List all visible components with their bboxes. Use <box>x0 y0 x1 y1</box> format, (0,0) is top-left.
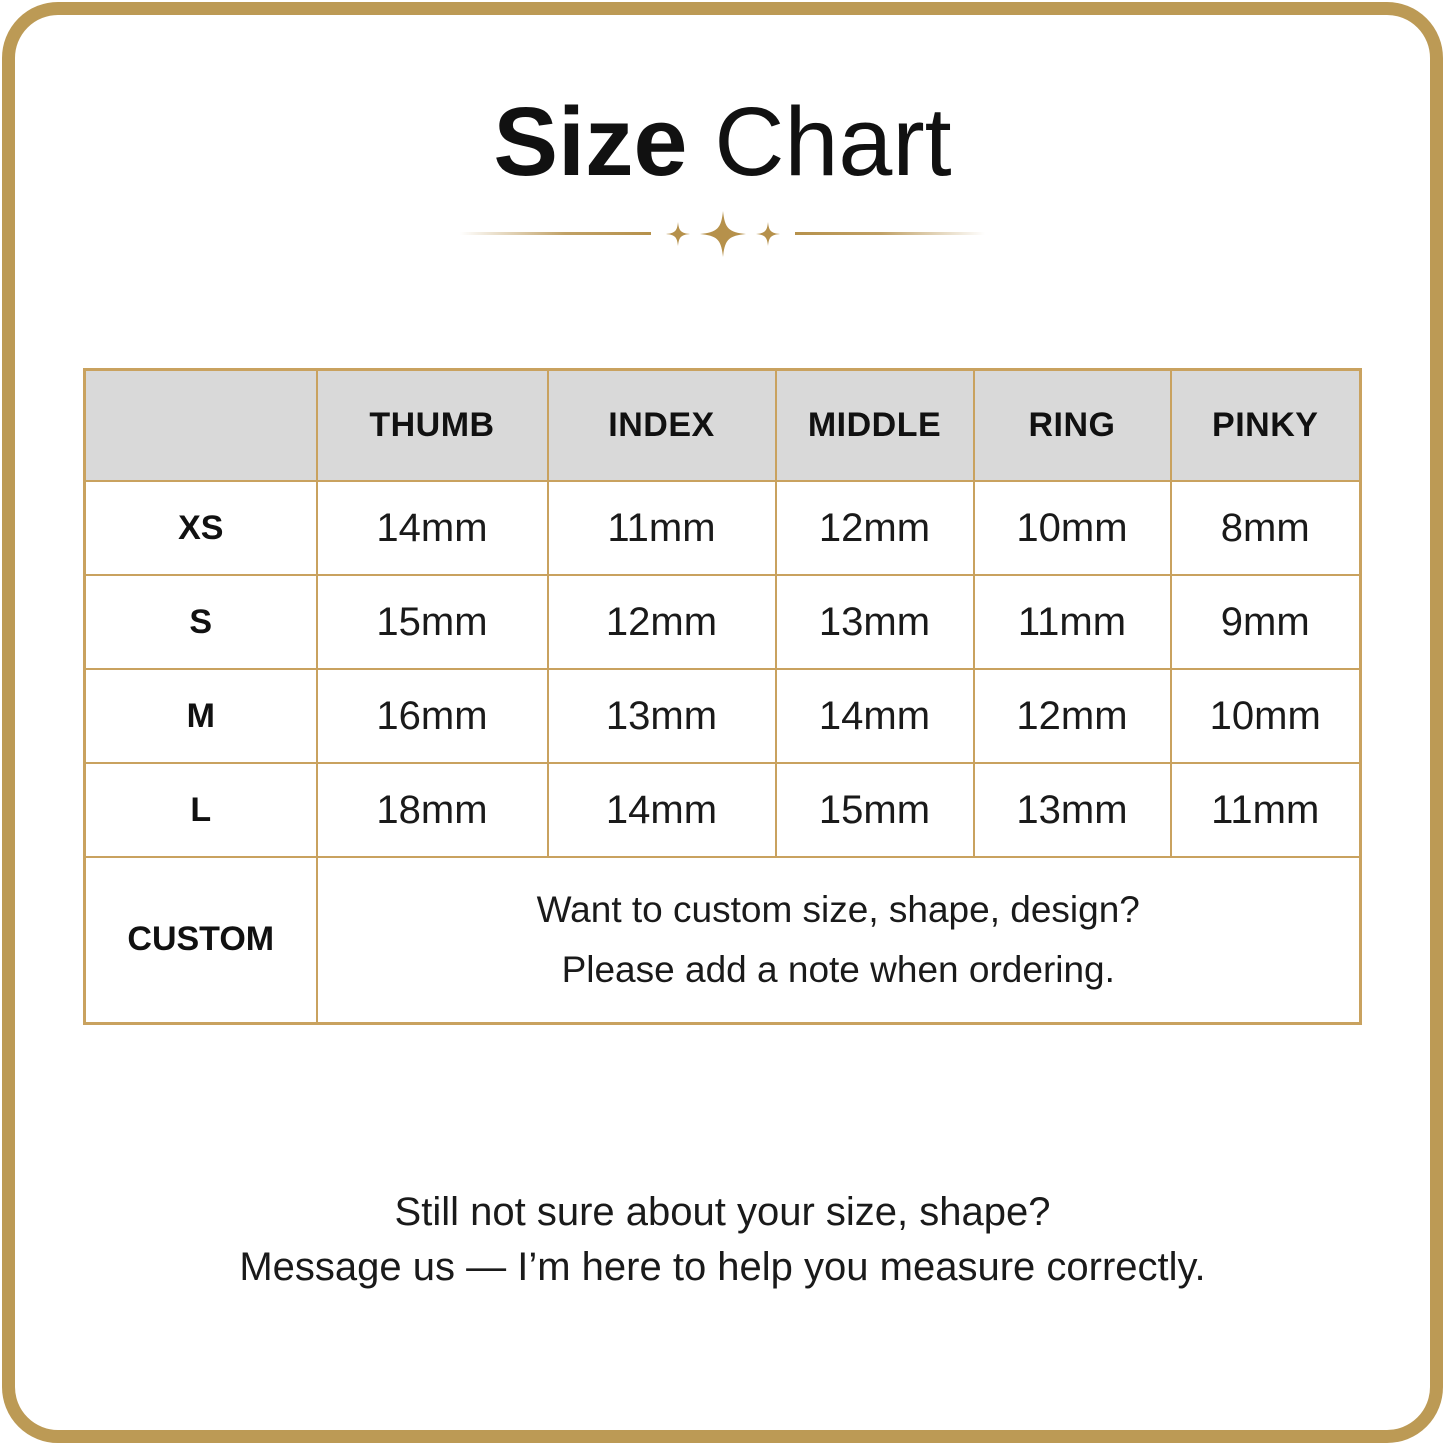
table-header-row: THUMB INDEX MIDDLE RING PINKY <box>83 368 1362 483</box>
cell-l-index: 14mm <box>546 762 777 859</box>
custom-note-line1: Want to custom size, shape, design? <box>536 888 1140 930</box>
custom-note-line2: Please add a note when ordering. <box>561 948 1115 990</box>
cell-s-pinky: 9mm <box>1169 574 1362 671</box>
sparkle-icon-large <box>699 210 746 257</box>
table-corner-cell <box>83 368 318 483</box>
column-header-index: INDEX <box>546 368 777 483</box>
row-label-custom: CUSTOM <box>83 856 318 1025</box>
table-row-l: L 18mm 14mm 15mm 13mm 11mm <box>83 762 1362 859</box>
cell-m-index: 13mm <box>546 668 777 765</box>
row-label-m: M <box>83 668 318 765</box>
divider-line-left <box>460 232 651 236</box>
column-header-pinky: PINKY <box>1169 368 1362 483</box>
column-header-thumb: THUMB <box>315 368 549 483</box>
cell-s-middle: 13mm <box>774 574 975 671</box>
cell-l-ring: 13mm <box>972 762 1172 859</box>
cell-s-index: 12mm <box>546 574 777 671</box>
cell-xs-thumb: 14mm <box>315 480 549 577</box>
cell-xs-index: 11mm <box>546 480 777 577</box>
cell-l-thumb: 18mm <box>315 762 549 859</box>
column-header-middle: MIDDLE <box>774 368 975 483</box>
page-title: Size Chart <box>0 0 1445 198</box>
cell-l-pinky: 11mm <box>1169 762 1362 859</box>
cell-m-thumb: 16mm <box>315 668 549 765</box>
cell-s-thumb: 15mm <box>315 574 549 671</box>
title-word-chart: Chart <box>714 87 952 196</box>
row-label-xs: XS <box>83 480 318 577</box>
custom-note-cell: Want to custom size, shape, design? Plea… <box>315 856 1362 1025</box>
decorative-divider <box>460 210 985 258</box>
column-header-ring: RING <box>972 368 1172 483</box>
cell-xs-pinky: 8mm <box>1169 480 1362 577</box>
cell-xs-middle: 12mm <box>774 480 975 577</box>
sparkle-icon-small <box>755 221 780 246</box>
table-row-s: S 15mm 12mm 13mm 11mm 9mm <box>83 574 1362 671</box>
divider-line-right <box>794 232 985 236</box>
footer-line2: Message us — I’m here to help you measur… <box>239 1244 1206 1289</box>
row-label-l: L <box>83 762 318 859</box>
row-label-s: S <box>83 574 318 671</box>
cell-xs-ring: 10mm <box>972 480 1172 577</box>
cell-m-middle: 14mm <box>774 668 975 765</box>
cell-l-middle: 15mm <box>774 762 975 859</box>
table-row-custom: CUSTOM Want to custom size, shape, desig… <box>83 856 1362 1025</box>
size-table: THUMB INDEX MIDDLE RING PINKY XS 14mm 11… <box>83 367 1362 1025</box>
title-word-size: Size <box>493 87 688 196</box>
cell-m-pinky: 10mm <box>1169 668 1362 765</box>
cell-s-ring: 11mm <box>972 574 1172 671</box>
table-row-xs: XS 14mm 11mm 12mm 10mm 8mm <box>83 480 1362 577</box>
cell-m-ring: 12mm <box>972 668 1172 765</box>
sparkle-icon-small <box>665 221 690 246</box>
footer-line1: Still not sure about your size, shape? <box>394 1189 1051 1234</box>
table-row-m: M 16mm 13mm 14mm 12mm 10mm <box>83 668 1362 765</box>
footer-help-text: Still not sure about your size, shape? M… <box>0 1185 1445 1295</box>
